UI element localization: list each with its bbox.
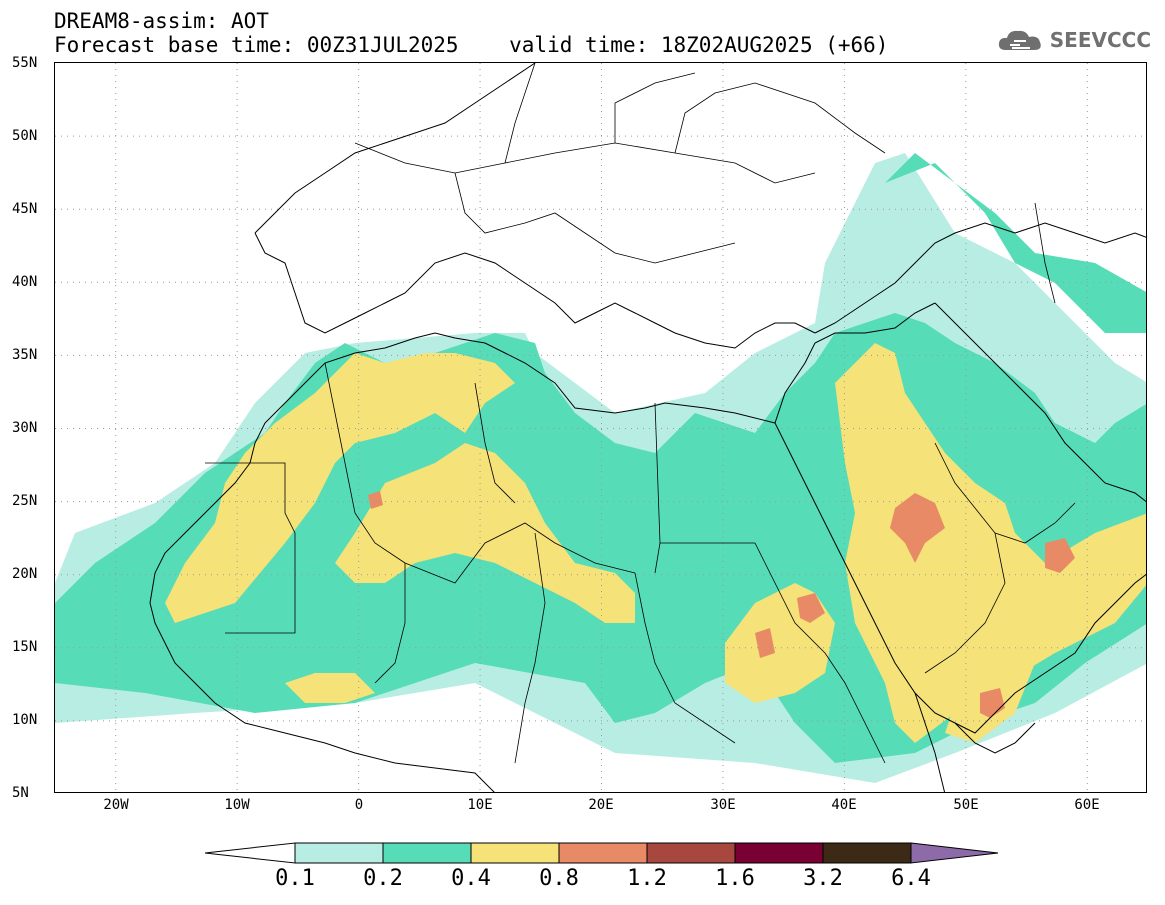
coastlines <box>149 63 1146 792</box>
map-grid <box>55 63 1146 792</box>
colorbar-bin-3 <box>470 842 560 864</box>
colorbar-label-6.4: 6.4 <box>891 866 931 891</box>
map-panel <box>54 62 1147 793</box>
logo-text: SEEVCCC <box>1049 28 1151 52</box>
colorbar-label-0.8: 0.8 <box>539 866 579 891</box>
lat-label-30n: 30N <box>12 420 38 436</box>
aot-0.8-1.2-layer <box>368 491 1075 718</box>
lon-label-20e: 20E <box>588 797 614 813</box>
colorbar-bin-1 <box>294 842 384 864</box>
colorbar-over-arrow <box>910 842 999 864</box>
lat-label-15n: 15N <box>12 639 38 655</box>
colorbar-label-0.4: 0.4 <box>451 866 491 891</box>
lon-label-10w: 10W <box>224 797 250 813</box>
colorbar-label-1.2: 1.2 <box>627 866 667 891</box>
country-borders <box>205 63 1076 764</box>
aot-map <box>55 63 1146 792</box>
forecast-time-line: Forecast base time: 00Z31JUL2025 valid t… <box>54 33 889 57</box>
lat-label-40n: 40N <box>12 274 38 290</box>
colorbar-label-0.2: 0.2 <box>363 866 403 891</box>
lon-label-50e: 50E <box>953 797 979 813</box>
colorbar-label-1.6: 1.6 <box>715 866 755 891</box>
chart-title: DREAM8-assim: AOT <box>54 9 269 33</box>
lon-label-20w: 20W <box>103 797 129 813</box>
lon-label-30e: 30E <box>710 797 736 813</box>
lat-label-10n: 10N <box>12 712 38 728</box>
lon-label-0: 0 <box>354 797 364 813</box>
lat-label-55n: 55N <box>12 55 38 71</box>
lon-label-10e: 10E <box>467 797 493 813</box>
lon-label-60e: 60E <box>1074 797 1100 813</box>
colorbar-bin-7 <box>822 842 912 864</box>
colorbar-bin-6 <box>734 842 824 864</box>
cloud-logo-icon <box>998 30 1041 50</box>
aot-0.4-0.8-layer <box>165 343 1146 743</box>
lat-label-5n: 5N <box>12 785 29 801</box>
colorbar-label-3.2: 3.2 <box>803 866 843 891</box>
colorbar-label-0.1: 0.1 <box>275 866 315 891</box>
colorbar-bin-2 <box>382 842 472 864</box>
lat-label-20n: 20N <box>12 566 38 582</box>
colorbar-bin-5 <box>646 842 736 864</box>
colorbar-under-arrow <box>205 842 296 864</box>
seevccc-logo: SEEVCCC <box>996 26 1151 54</box>
lon-label-40e: 40E <box>831 797 857 813</box>
lat-label-35n: 35N <box>12 347 38 363</box>
lat-label-25n: 25N <box>12 493 38 509</box>
lat-label-45n: 45N <box>12 201 38 217</box>
colorbar <box>205 842 999 864</box>
colorbar-bin-4 <box>558 842 648 864</box>
lat-label-50n: 50N <box>12 128 38 144</box>
